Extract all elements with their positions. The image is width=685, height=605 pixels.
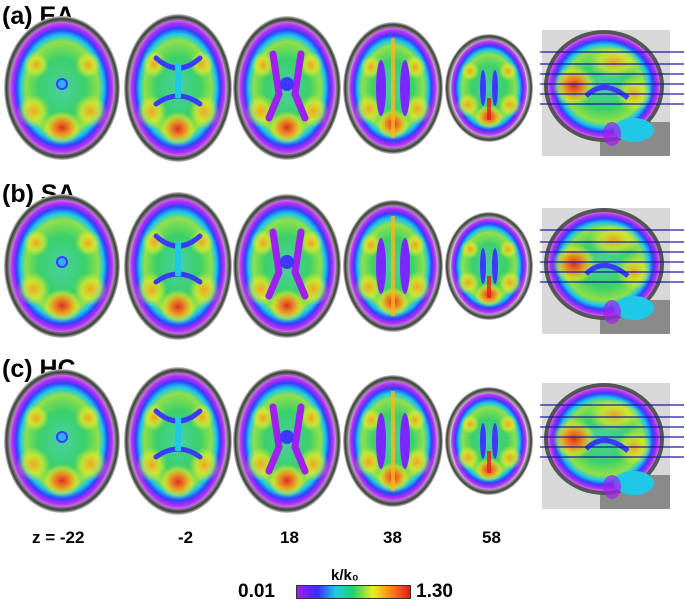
axial-slice [124, 14, 232, 162]
z-label-4: 38 [383, 528, 402, 547]
axial-slice [233, 194, 341, 338]
axial-slice [343, 200, 443, 332]
axial-slice [233, 369, 341, 513]
axial-slice [445, 34, 533, 142]
colorbar-unit: k/k₀ [331, 567, 359, 584]
colorbar-max: 1.30 [416, 581, 453, 602]
z-label-2: -2 [178, 528, 194, 547]
axial-slice [4, 16, 120, 160]
colorbar-min: 0.01 [238, 581, 275, 602]
z-label-5: 58 [482, 528, 501, 547]
axial-slice [233, 16, 341, 160]
axial-slice [343, 375, 443, 507]
axial-slice [445, 387, 533, 495]
brain-figure [4, 14, 684, 515]
axial-slice [343, 22, 443, 154]
axial-slice [124, 367, 232, 515]
sagittal-slice [540, 383, 684, 509]
axial-slice [445, 212, 533, 320]
z-label-1: z = -22 [32, 528, 85, 547]
colorbar [296, 585, 411, 599]
axial-slice [4, 369, 120, 513]
sagittal-slice [540, 208, 684, 334]
axial-slice [4, 194, 120, 338]
sagittal-slice [540, 30, 684, 156]
axial-slice [124, 192, 232, 340]
z-label-3: 18 [280, 528, 299, 547]
